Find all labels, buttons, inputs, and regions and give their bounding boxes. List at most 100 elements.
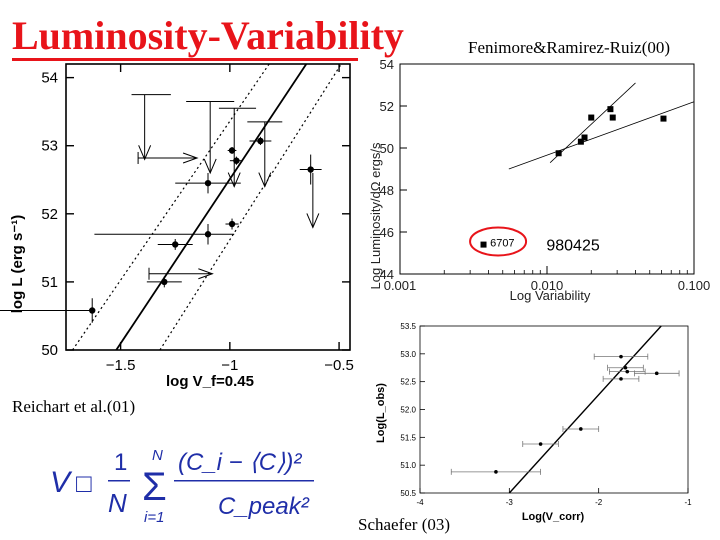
y-axis-label: log L (erg s⁻¹) bbox=[9, 215, 26, 313]
point-marker bbox=[172, 241, 179, 248]
y-tick-label: 53 bbox=[41, 138, 58, 155]
point-marker bbox=[579, 427, 583, 431]
x-tick-label: −1 bbox=[221, 357, 238, 374]
highlight-circle bbox=[469, 226, 528, 257]
y-tick-label: 50 bbox=[41, 342, 58, 359]
limit-arrowhead bbox=[182, 152, 199, 164]
y-tick-label: 46 bbox=[380, 225, 394, 240]
upper-limit bbox=[131, 94, 171, 161]
point-marker bbox=[204, 179, 212, 187]
x-tick-label: -2 bbox=[595, 498, 603, 507]
fenimore-chart: 6707 980425 0.001 0.010 0.100 44 46 48 50 52 54 L… bbox=[368, 57, 710, 303]
fit-line bbox=[115, 64, 308, 350]
y-tick-label: 48 bbox=[380, 183, 394, 198]
x-tick-label: -1 bbox=[684, 498, 692, 507]
band-line bbox=[159, 64, 342, 350]
y-tick-label: 52 bbox=[41, 206, 58, 223]
data-point bbox=[299, 154, 322, 185]
formula-sum-upper: N bbox=[152, 447, 163, 464]
y-tick-label: 51.5 bbox=[400, 433, 416, 442]
limit-arrowhead bbox=[198, 268, 214, 280]
point-marker bbox=[257, 137, 264, 145]
formula-frac-den: N bbox=[108, 488, 127, 518]
y-tick-label: 51.0 bbox=[400, 461, 416, 470]
point-marker bbox=[204, 231, 212, 238]
x-tick-label: 0.001 bbox=[384, 278, 417, 293]
caption-schaefer: Schaefer (03) bbox=[358, 515, 451, 534]
data-point bbox=[608, 368, 646, 375]
limit-arrowhead bbox=[306, 213, 320, 229]
data-point bbox=[229, 156, 243, 165]
data-point bbox=[450, 468, 542, 475]
point-marker bbox=[623, 365, 628, 370]
y-tick-label: 53.5 bbox=[400, 322, 416, 331]
point-marker bbox=[619, 377, 623, 381]
upper-limit bbox=[306, 172, 320, 229]
limit-arrowhead bbox=[138, 145, 152, 161]
formula-sum-lower: i=1 bbox=[144, 509, 164, 526]
data-point bbox=[157, 239, 193, 250]
y-tick-label: 50.5 bbox=[400, 489, 416, 498]
y-axis-label: Log Luminosity/dΩ ergs/s bbox=[368, 142, 383, 290]
data-point bbox=[522, 441, 559, 448]
point-marker bbox=[660, 115, 667, 122]
point-marker bbox=[625, 369, 630, 374]
data-point bbox=[633, 370, 680, 377]
data-point bbox=[175, 172, 241, 194]
y-tick-label: 52 bbox=[380, 99, 394, 114]
point-marker bbox=[307, 166, 314, 173]
formula-lhs: V bbox=[50, 466, 73, 499]
limit-arrowhead bbox=[258, 172, 272, 188]
formula-term-den: C_peak² bbox=[218, 493, 310, 520]
x-tick-label: −1.5 bbox=[106, 357, 136, 374]
point-annotation: 6707 bbox=[490, 237, 514, 249]
x-tick-label: 0.100 bbox=[678, 278, 710, 293]
y-tick-label: 54 bbox=[380, 57, 394, 72]
data-point bbox=[602, 375, 640, 382]
schaefer-chart: -4 -3 -2 -1 50.5 51.0 51.5 52.0 52.5 53.0 53.5 Log… bbox=[375, 322, 692, 523]
data-point bbox=[94, 224, 235, 245]
x-axis-label: Log(V_corr) bbox=[522, 511, 585, 523]
formula-approx: □ bbox=[76, 468, 92, 498]
x-tick-label: −0.5 bbox=[324, 357, 354, 374]
formula-frac-bar bbox=[108, 480, 130, 482]
x-axis-label: Log Variability bbox=[510, 288, 591, 303]
caption-fenimore: Fenimore&Ramirez-Ruiz(00) bbox=[468, 38, 671, 57]
x-tick-label: -4 bbox=[416, 498, 424, 507]
point-marker bbox=[228, 147, 236, 154]
data-point bbox=[146, 276, 182, 288]
limit-arrowhead bbox=[227, 172, 241, 188]
point-marker bbox=[588, 114, 595, 121]
point-marker bbox=[581, 134, 588, 141]
x-lower-limit bbox=[137, 151, 199, 164]
y-tick-label: 52.0 bbox=[400, 406, 416, 415]
data-point bbox=[249, 136, 272, 146]
y-tick-label: 52.5 bbox=[400, 378, 416, 387]
reichart-chart: −1.5 −1 −0.5 50 51 52 53 54 log L (erg s⁻¹) log… bbox=[0, 63, 354, 390]
point-marker bbox=[161, 278, 168, 286]
point-marker bbox=[233, 157, 240, 164]
point-marker bbox=[607, 106, 614, 113]
plot-frame bbox=[399, 63, 695, 275]
y-tick-label: 54 bbox=[41, 70, 58, 87]
x-axis-label: log V_f=0.45 bbox=[166, 373, 254, 390]
point-marker bbox=[89, 307, 96, 314]
fit-line bbox=[508, 325, 662, 494]
x-lower-limit bbox=[148, 267, 214, 280]
x-tick-label: -3 bbox=[506, 498, 514, 507]
upper-limit bbox=[247, 121, 283, 188]
y-tick-label: 51 bbox=[41, 274, 58, 291]
formula-frac-num: 1 bbox=[114, 449, 127, 476]
data-point bbox=[593, 353, 649, 360]
fit-line bbox=[549, 82, 636, 163]
point-marker bbox=[609, 114, 616, 121]
caption-reichart: Reichart et al.(01) bbox=[12, 397, 136, 416]
formula-sigma: Σ bbox=[142, 465, 167, 509]
y-tick-label: 53.0 bbox=[400, 350, 416, 359]
x-tick-label: 0.010 bbox=[531, 278, 564, 293]
variability-formula: V □ 1 N N Σ i=1 (C_i − ⟨C⟩)² C_peak² bbox=[50, 447, 314, 526]
point-annotation: 980425 bbox=[546, 238, 599, 255]
title-underline bbox=[12, 58, 358, 61]
point-marker bbox=[228, 220, 236, 228]
point-marker bbox=[577, 138, 584, 145]
